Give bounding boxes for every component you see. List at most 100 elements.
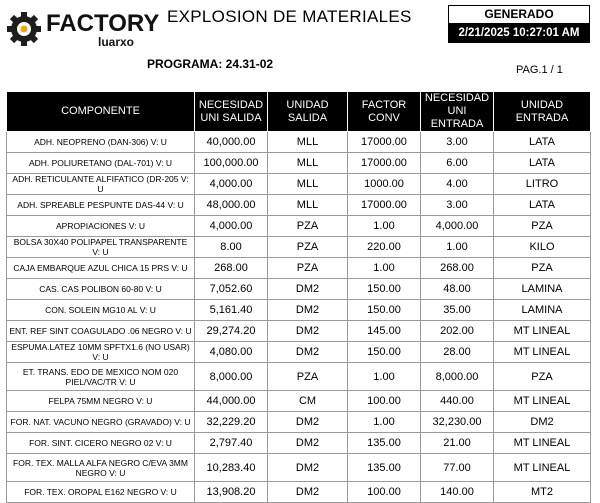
- cell-componente: ET. TRANS. EDO DE MEXICO NOM 020 PIEL/VA…: [6, 362, 195, 391]
- cell-componente: ADH. SPREABLE PESPUNTE DAS-44 V: U: [6, 194, 195, 216]
- cell-unidad-entrada: LATA: [493, 152, 591, 174]
- generated-box: GENERADO 2/21/2025 10:27:01 AM: [448, 5, 590, 43]
- cell-componente: FOR. TEX. MALLA ALFA NEGRO C/EVA 3MM NEG…: [6, 453, 195, 482]
- cell-necesidad-entrada: 202.00: [420, 320, 494, 342]
- cell-unidad-salida: PZA: [267, 257, 348, 279]
- cell-componente: ENT. REF SINT COAGULADO .06 NEGRO V: U: [6, 320, 195, 342]
- cell-necesidad-entrada: 3.00: [420, 194, 494, 216]
- cell-unidad-salida: PZA: [267, 236, 348, 258]
- cell-factor-conv: 135.00: [347, 432, 421, 454]
- cell-componente: CAJA EMBARQUE AZUL CHICA 15 PRS V: U: [6, 257, 195, 279]
- cell-unidad-salida: DM2: [267, 299, 348, 321]
- cell-necesidad-entrada: 3.00: [420, 131, 494, 153]
- column-header-unidad-entrada: UNIDAD ENTRADA: [493, 91, 591, 132]
- cell-necesidad-salida: 4,000.00: [194, 173, 268, 195]
- table-row: ADH. POLIURETANO (DAL-701) V: U 100,000.0…: [6, 152, 591, 174]
- cell-necesidad-salida: 10,283.40: [194, 453, 268, 482]
- cell-unidad-entrada: LATA: [493, 131, 591, 153]
- cell-unidad-salida: DM2: [267, 411, 348, 433]
- cell-unidad-salida: PZA: [267, 362, 348, 391]
- cell-necesidad-salida: 29,274.20: [194, 320, 268, 342]
- cell-factor-conv: 17000.00: [347, 152, 421, 174]
- logo-text: FACTORY: [46, 10, 160, 37]
- generated-datetime: 2/21/2025 10:27:01 AM: [449, 24, 589, 42]
- table-row: CAS. CAS POLIBON 60-80 V: U 7,052.60 DM2 15…: [6, 278, 591, 300]
- page-number: PAG.1 / 1: [516, 64, 563, 76]
- cell-necesidad-entrada: 32,230.00: [420, 411, 494, 433]
- cell-componente: FELPA 75MM NEGRO V: U: [6, 390, 195, 412]
- cell-componente: CAS. CAS POLIBON 60-80 V: U: [6, 278, 195, 300]
- cell-componente: CON. SOLEIN MG10 AL V: U: [6, 299, 195, 321]
- cell-componente: APROPIACIONES V: U: [6, 215, 195, 237]
- cell-unidad-entrada: MT LINEAL: [493, 390, 591, 412]
- cell-necesidad-salida: 100,000.00: [194, 152, 268, 174]
- document-title: EXPLOSION DE MATERIALES: [167, 7, 412, 26]
- table-header-row: COMPONENTE NECESIDAD UNI SALIDA UNIDAD S…: [6, 91, 591, 132]
- company-logo: FACTORY luarxo: [6, 8, 160, 49]
- cell-necesidad-entrada: 440.00: [420, 390, 494, 412]
- cell-factor-conv: 150.00: [347, 278, 421, 300]
- cell-necesidad-salida: 4,000.00: [194, 215, 268, 237]
- cell-unidad-salida: DM2: [267, 278, 348, 300]
- cell-necesidad-entrada: 21.00: [420, 432, 494, 454]
- table-row: FOR. TEX. OROPAL E162 NEGRO V: U 13,908.2…: [6, 481, 591, 503]
- cell-componente: FOR. TEX. OROPAL E162 NEGRO V: U: [6, 481, 195, 503]
- cell-necesidad-entrada: 48.00: [420, 278, 494, 300]
- table-row: FELPA 75MM NEGRO V: U 44,000.00 CM 100.00 44…: [6, 390, 591, 412]
- cell-necesidad-salida: 13,908.20: [194, 481, 268, 503]
- program-label: PROGRAMA: 24.31-02: [147, 57, 274, 71]
- cell-unidad-entrada: LATA: [493, 194, 591, 216]
- cell-componente: FOR. NAT. VACUNO NEGRO (GRAVADO) V: U: [6, 411, 195, 433]
- cell-necesidad-entrada: 140.00: [420, 481, 494, 503]
- table-row: FOR. SINT. CICERO NEGRO 02 V: U 2,797.40 D…: [6, 432, 591, 454]
- cell-factor-conv: 1.00: [347, 257, 421, 279]
- cell-necesidad-salida: 5,161.40: [194, 299, 268, 321]
- cell-componente: ESPUMA.LATEZ 10MM SPFTX1.6 (NO USAR) V: …: [6, 341, 195, 363]
- cell-necesidad-entrada: 268.00: [420, 257, 494, 279]
- cell-factor-conv: 150.00: [347, 341, 421, 363]
- cell-unidad-entrada: LAMINA: [493, 299, 591, 321]
- cell-necesidad-entrada: 35.00: [420, 299, 494, 321]
- table-row: FOR. NAT. VACUNO NEGRO (GRAVADO) V: U 32,…: [6, 411, 591, 433]
- cell-unidad-salida: MLL: [267, 131, 348, 153]
- column-header-necesidad-entrada: NECESIDAD UNI ENTRADA: [420, 91, 494, 132]
- table-row: ADH. RETICULANTE ALFIFATICO (DR-205 V: U…: [6, 173, 591, 195]
- logo-subtext: luarxo: [98, 35, 135, 49]
- cell-unidad-entrada: MT LINEAL: [493, 341, 591, 363]
- cell-factor-conv: 135.00: [347, 453, 421, 482]
- table-row: ESPUMA.LATEZ 10MM SPFTX1.6 (NO USAR) V: …: [6, 341, 591, 363]
- cell-unidad-entrada: MT LINEAL: [493, 453, 591, 482]
- column-header-componente: COMPONENTE: [6, 91, 195, 132]
- table-row: ENT. REF SINT COAGULADO .06 NEGRO V: U 29…: [6, 320, 591, 342]
- table-row: ADH. NEOPRENO (DAN-306) V: U 40,000.00 MLL…: [6, 131, 591, 153]
- cell-necesidad-entrada: 77.00: [420, 453, 494, 482]
- table-row: ADH. SPREABLE PESPUNTE DAS-44 V: U 48,000…: [6, 194, 591, 216]
- cell-necesidad-salida: 4,080.00: [194, 341, 268, 363]
- cell-unidad-entrada: LAMINA: [493, 278, 591, 300]
- cell-unidad-salida: PZA: [267, 215, 348, 237]
- cell-unidad-salida: DM2: [267, 341, 348, 363]
- cell-unidad-salida: CM: [267, 390, 348, 412]
- cell-unidad-entrada: PZA: [493, 257, 591, 279]
- cell-necesidad-entrada: 4,000.00: [420, 215, 494, 237]
- generated-label: GENERADO: [449, 6, 589, 24]
- table-row: CON. SOLEIN MG10 AL V: U 5,161.40 DM2 150.0…: [6, 299, 591, 321]
- cell-unidad-salida: MLL: [267, 173, 348, 195]
- column-header-factor-conv: FACTOR CONV: [347, 91, 421, 132]
- cell-unidad-entrada: LITRO: [493, 173, 591, 195]
- table-row: ET. TRANS. EDO DE MEXICO NOM 020 PIEL/VA…: [6, 362, 591, 391]
- cell-unidad-entrada: DM2: [493, 411, 591, 433]
- cell-unidad-entrada: MT LINEAL: [493, 320, 591, 342]
- cell-unidad-salida: DM2: [267, 320, 348, 342]
- cell-unidad-entrada: KILO: [493, 236, 591, 258]
- cell-factor-conv: 145.00: [347, 320, 421, 342]
- cell-componente: ADH. NEOPRENO (DAN-306) V: U: [6, 131, 195, 153]
- cell-necesidad-salida: 8,000.00: [194, 362, 268, 391]
- cell-componente: FOR. SINT. CICERO NEGRO 02 V: U: [6, 432, 195, 454]
- cell-necesidad-entrada: 6.00: [420, 152, 494, 174]
- table-row: CAJA EMBARQUE AZUL CHICA 15 PRS V: U 268.…: [6, 257, 591, 279]
- table-row: APROPIACIONES V: U 4,000.00 PZA 1.00 4,000.0…: [6, 215, 591, 237]
- cell-necesidad-entrada: 1.00: [420, 236, 494, 258]
- cell-necesidad-salida: 268.00: [194, 257, 268, 279]
- cell-factor-conv: 220.00: [347, 236, 421, 258]
